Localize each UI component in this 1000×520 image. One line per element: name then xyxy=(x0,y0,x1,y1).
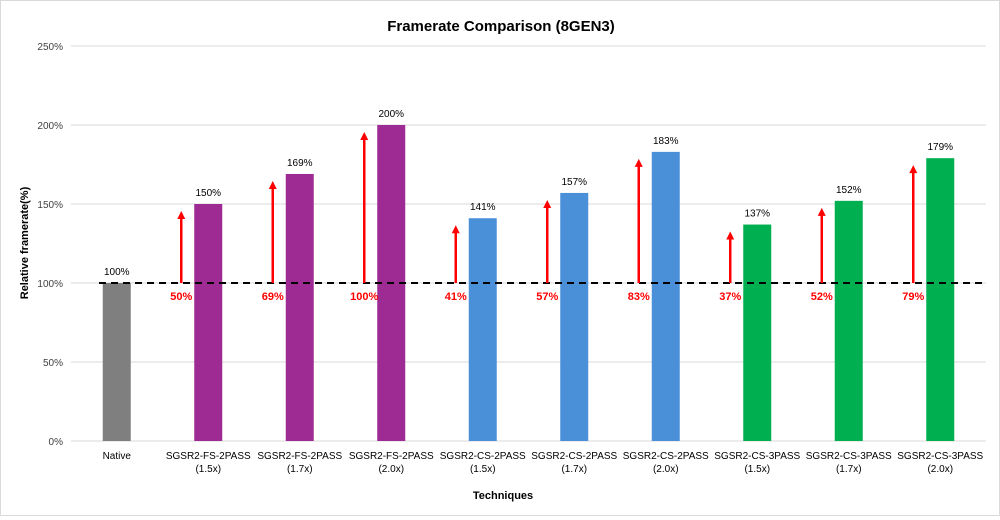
bar xyxy=(285,173,314,442)
bar-value-label: 100% xyxy=(104,267,130,278)
bar xyxy=(560,192,589,441)
gain-arrow-head xyxy=(451,225,460,234)
x-tick-label-sub: (1.7x) xyxy=(287,464,313,475)
bar-value-label: 137% xyxy=(744,209,770,220)
y-tick-label: 250% xyxy=(37,42,63,53)
x-tick-label: SGSR2-CS-3PASS xyxy=(806,451,892,462)
x-tick-label: SGSR2-FS-2PASS xyxy=(349,451,434,462)
y-tick-label: 200% xyxy=(37,121,63,132)
bar-value-label: 200% xyxy=(378,109,404,120)
bar-value-label: 150% xyxy=(195,188,221,199)
gain-label: 57% xyxy=(536,291,558,303)
gain-arrow-head xyxy=(726,231,735,240)
bar-value-label: 183% xyxy=(653,136,679,147)
gain-arrow-head xyxy=(543,199,552,208)
bar xyxy=(743,224,772,441)
x-tick-label: SGSR2-CS-3PASS xyxy=(897,451,983,462)
x-tick-label: SGSR2-CS-3PASS xyxy=(714,451,800,462)
x-tick-label-sub: (1.5x) xyxy=(744,464,770,475)
bar xyxy=(926,158,955,441)
x-tick-label-sub: (2.0x) xyxy=(927,464,953,475)
y-axis-title: Relative framerate(%) xyxy=(19,186,31,299)
y-tick-label: 0% xyxy=(49,437,64,448)
bar-value-label: 169% xyxy=(287,158,313,169)
x-tick-label: SGSR2-FS-2PASS xyxy=(257,451,342,462)
gain-arrow-head xyxy=(817,207,826,216)
bar xyxy=(102,283,131,441)
gain-label: 79% xyxy=(902,291,924,303)
gain-label: 50% xyxy=(170,291,192,303)
gain-arrow-head xyxy=(360,132,369,140)
x-tick-label-sub: (2.0x) xyxy=(653,464,679,475)
gain-arrow-head xyxy=(634,158,643,167)
x-tick-label: SGSR2-CS-2PASS xyxy=(531,451,617,462)
gain-label: 100% xyxy=(350,291,378,303)
chart-title: Framerate Comparison (8GEN3) xyxy=(387,18,615,35)
bar xyxy=(468,218,497,441)
gain-arrow-head xyxy=(177,211,186,219)
x-tick-label: SGSR2-CS-2PASS xyxy=(440,451,526,462)
x-tick-label-sub: (1.7x) xyxy=(561,464,587,475)
gain-arrow-head xyxy=(909,165,918,174)
x-tick-label: Native xyxy=(103,451,132,462)
bar-value-label: 152% xyxy=(836,185,862,196)
x-tick-label: SGSR2-FS-2PASS xyxy=(166,451,251,462)
gain-label: 69% xyxy=(262,291,284,303)
x-tick-label-sub: (2.0x) xyxy=(378,464,404,475)
bar-value-label: 157% xyxy=(561,177,587,188)
x-tick-label-sub: (1.7x) xyxy=(836,464,862,475)
gain-arrow-head xyxy=(268,180,277,189)
y-tick-label: 150% xyxy=(37,200,63,211)
bar xyxy=(834,200,863,441)
bar xyxy=(651,151,680,442)
gain-label: 41% xyxy=(445,291,467,303)
x-axis-title: Techniques xyxy=(473,490,533,502)
y-tick-label: 100% xyxy=(37,279,63,290)
bar-value-label: 179% xyxy=(927,142,953,153)
bar xyxy=(194,204,223,441)
bar-value-label: 141% xyxy=(470,202,496,213)
gain-label: 52% xyxy=(811,291,833,303)
x-tick-label-sub: (1.5x) xyxy=(195,464,221,475)
gain-label: 37% xyxy=(719,291,741,303)
x-tick-label: SGSR2-CS-2PASS xyxy=(623,451,709,462)
y-tick-label: 50% xyxy=(43,358,63,369)
x-tick-label-sub: (1.5x) xyxy=(470,464,496,475)
gain-label: 83% xyxy=(628,291,650,303)
